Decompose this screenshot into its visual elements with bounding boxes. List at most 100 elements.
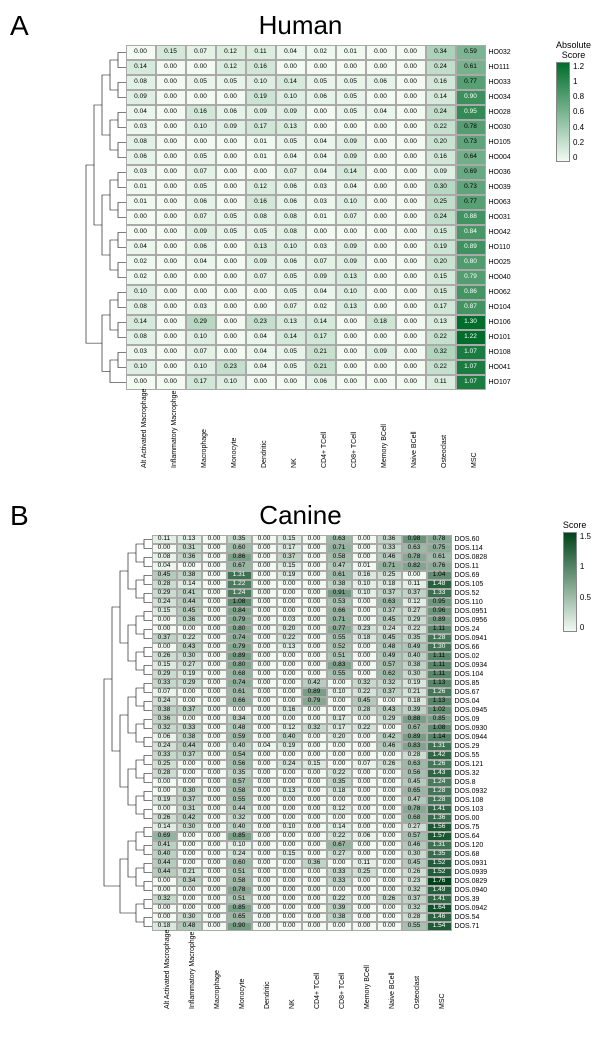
col-label: Monocyte <box>216 390 246 470</box>
heatmap-cell: 0.60 <box>227 544 252 553</box>
heatmap-cell: 0.00 <box>252 571 277 580</box>
heatmap-row: 0.450.380.001.310.000.190.000.610.160.25… <box>152 571 500 580</box>
heatmap-cell: 0.40 <box>402 652 427 661</box>
heatmap-cell: 0.00 <box>377 751 402 760</box>
heatmap-row: 0.180.480.000.900.000.000.000.000.000.00… <box>152 922 500 931</box>
heatmap-cell: 0.00 <box>186 135 216 150</box>
heatmap-cell: 0.00 <box>177 886 202 895</box>
heatmap-cell: 0.00 <box>277 607 302 616</box>
row-label: DOS.68 <box>452 850 500 859</box>
heatmap-cell: 0.07 <box>186 45 216 60</box>
legend-title-b: Score <box>563 520 587 530</box>
heatmap-cell: 0.00 <box>152 778 177 787</box>
heatmap-cell: 0.08 <box>126 135 156 150</box>
heatmap-cell: 1.54 <box>427 922 452 931</box>
heatmap-cell: 0.00 <box>396 105 426 120</box>
heatmap-cell: 0.16 <box>426 75 456 90</box>
heatmap-cell: 0.52 <box>327 643 352 652</box>
heatmap-cell: 0.00 <box>396 360 426 375</box>
legend-tick: 0.8 <box>573 92 584 101</box>
heatmap-cell: 0.45 <box>402 859 427 868</box>
heatmap-cell: 0.00 <box>302 877 327 886</box>
heatmap-cell: 0.00 <box>227 706 252 715</box>
heatmap-cell: 0.00 <box>252 814 277 823</box>
heatmap-cell: 0.38 <box>402 661 427 670</box>
heatmap-row: 0.040.000.160.060.090.090.000.050.040.00… <box>126 105 526 120</box>
heatmap-cell: 0.75 <box>427 544 452 553</box>
heatmap-cell: 0.00 <box>277 670 302 679</box>
heatmap-cell: 0.04 <box>126 105 156 120</box>
heatmap-cell: 0.04 <box>126 240 156 255</box>
heatmap-cell: 1.07 <box>456 375 486 390</box>
heatmap-cell: 0.21 <box>177 868 202 877</box>
heatmap-cell: 0.33 <box>377 544 402 553</box>
heatmap-cell: 0.00 <box>186 285 216 300</box>
heatmap-cell: 0.19 <box>152 796 177 805</box>
row-label: HO036 <box>486 165 526 180</box>
legend-tick: 0.5 <box>580 593 591 602</box>
row-label: DOS.0931 <box>452 859 500 868</box>
heatmap-cell: 1.33 <box>427 589 452 598</box>
heatmap-cell: 0.00 <box>352 652 377 661</box>
heatmap-cell: 0.00 <box>327 706 352 715</box>
heatmap-cell: 0.00 <box>327 886 352 895</box>
heatmap-cell: 0.00 <box>156 360 186 375</box>
heatmap-row: 0.370.220.000.740.000.220.000.550.180.45… <box>152 634 500 643</box>
heatmap-cell: 0.00 <box>202 760 227 769</box>
heatmap-cell: 0.04 <box>306 165 336 180</box>
heatmap-cell: 0.39 <box>327 904 352 913</box>
row-label: HO032 <box>486 45 526 60</box>
heatmap-cell: 0.00 <box>277 751 302 760</box>
heatmap-cell: 0.01 <box>126 195 156 210</box>
heatmap-cell: 0.00 <box>377 922 402 931</box>
heatmap-cell: 0.32 <box>227 814 252 823</box>
heatmap-cell: 0.33 <box>177 724 202 733</box>
heatmap-cell: 0.11 <box>352 859 377 868</box>
heatmap-row: 0.000.360.000.790.000.030.000.710.000.45… <box>152 616 500 625</box>
col-label: Alt Activated Macrophage <box>152 931 177 1011</box>
heatmap-cell: 0.00 <box>246 165 276 180</box>
heatmap-cell: 0.18 <box>402 697 427 706</box>
row-label: DOS.120 <box>452 841 500 850</box>
heatmap-cell: 0.79 <box>227 616 252 625</box>
heatmap-cell: 0.00 <box>336 120 366 135</box>
row-label: DOS.00 <box>452 814 500 823</box>
heatmap-row: 0.010.000.060.000.160.060.030.100.000.00… <box>126 195 526 210</box>
row-label: DOS.75 <box>452 823 500 832</box>
heatmap-cell: 0.56 <box>402 769 427 778</box>
heatmap-cell: 0.00 <box>396 210 426 225</box>
heatmap-cell: 0.00 <box>366 225 396 240</box>
heatmap-cell: 1.57 <box>427 832 452 841</box>
heatmap-cell: 0.00 <box>336 330 366 345</box>
heatmap-cell: 0.00 <box>302 562 327 571</box>
row-label: DOS.0941 <box>452 634 500 643</box>
heatmap-cell: 0.10 <box>186 120 216 135</box>
heatmap-cell: 0.13 <box>426 315 456 330</box>
heatmap-cell: 0.00 <box>277 796 302 805</box>
heatmap-cell: 0.00 <box>277 805 302 814</box>
heatmap-cell: 0.00 <box>177 688 202 697</box>
row-label: HO031 <box>486 210 526 225</box>
heatmap-cell: 0.43 <box>377 706 402 715</box>
heatmap-cell: 0.27 <box>327 850 352 859</box>
row-label: DOS.0932 <box>452 787 500 796</box>
heatmap-cell: 0.00 <box>177 715 202 724</box>
heatmap-cell: 0.29 <box>152 670 177 679</box>
heatmap-cell: 1.52 <box>427 868 452 877</box>
heatmap-row: 0.020.000.040.000.090.060.070.090.000.00… <box>126 255 526 270</box>
heatmap-cell: 0.65 <box>227 913 252 922</box>
heatmap-cell: 0.00 <box>302 850 327 859</box>
heatmap-cell: 1.64 <box>427 904 452 913</box>
heatmap-cell: 0.00 <box>202 913 227 922</box>
heatmap-cell: 0.46 <box>377 553 402 562</box>
heatmap-cell: 0.10 <box>186 360 216 375</box>
heatmap-cell: 0.79 <box>227 643 252 652</box>
col-label: NK <box>276 390 306 470</box>
heatmap-cell: 0.00 <box>252 778 277 787</box>
row-label: DOS.85 <box>452 679 500 688</box>
heatmap-cell: 0.26 <box>377 895 402 904</box>
heatmap-row: 0.410.000.000.100.000.000.000.670.000.00… <box>152 841 500 850</box>
heatmap-cell: 0.00 <box>252 796 277 805</box>
heatmap-cell: 0.00 <box>396 45 426 60</box>
heatmap-cell: 0.00 <box>156 150 186 165</box>
